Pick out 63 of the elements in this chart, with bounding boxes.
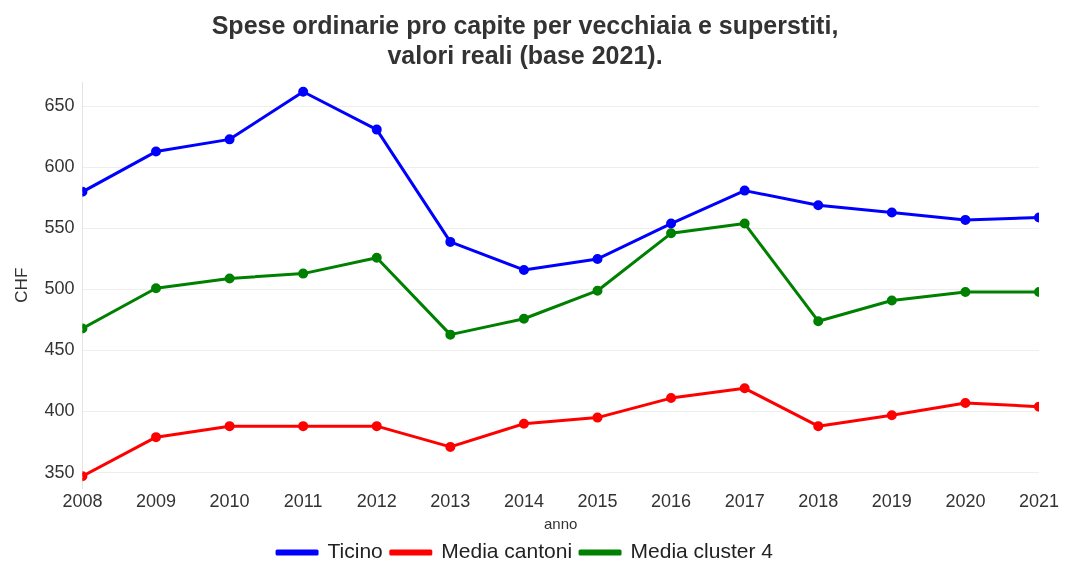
- y-tick-label: 400: [44, 400, 75, 421]
- x-tick-label: 2018: [798, 491, 839, 512]
- point: [371, 252, 382, 263]
- y-tick-label: 450: [44, 339, 75, 360]
- point: [298, 86, 309, 97]
- point: [886, 207, 897, 218]
- point: [151, 146, 162, 157]
- y-tick-label: 600: [44, 156, 75, 177]
- point: [445, 441, 456, 452]
- x-tick-label: 2015: [577, 491, 618, 512]
- point: [592, 285, 603, 296]
- point: [445, 236, 456, 247]
- legend-label: Media cantoni: [441, 539, 573, 563]
- x-tick-label: 2010: [209, 491, 250, 512]
- legend-label: Ticino: [327, 539, 383, 563]
- point: [151, 283, 162, 294]
- y-tick-label: 650: [44, 95, 75, 116]
- point: [151, 432, 162, 443]
- x-tick-label: 2011: [283, 491, 323, 512]
- point: [518, 418, 529, 429]
- point: [813, 200, 824, 211]
- point: [371, 124, 382, 135]
- x-tick-label: 2013: [430, 491, 471, 512]
- point: [224, 273, 235, 284]
- point: [813, 316, 824, 327]
- x-tick-label: 2021: [1018, 491, 1059, 512]
- point: [224, 134, 235, 145]
- y-tick-label: 550: [44, 217, 75, 238]
- x-axis-title: anno: [544, 515, 578, 533]
- point: [666, 218, 677, 229]
- x-tick-label: 2012: [356, 491, 397, 512]
- point: [592, 412, 603, 423]
- x-tick-label: 2020: [945, 491, 986, 512]
- point: [298, 268, 309, 279]
- point: [739, 185, 750, 196]
- point: [592, 253, 603, 264]
- y-axis-title: CHF: [11, 267, 31, 303]
- point: [886, 410, 897, 421]
- point: [960, 397, 971, 408]
- x-tick-label: 2009: [135, 491, 177, 512]
- point: [518, 313, 529, 324]
- x-tick-label: 2014: [503, 491, 544, 512]
- point: [666, 393, 677, 404]
- point: [298, 421, 309, 432]
- y-tick-label: 350: [44, 461, 75, 482]
- legend-label: Media cluster 4: [630, 539, 774, 563]
- point: [813, 421, 824, 432]
- point: [960, 214, 971, 225]
- y-tick-label: 500: [44, 278, 75, 299]
- point: [445, 329, 456, 340]
- point: [886, 295, 897, 306]
- point: [666, 228, 677, 239]
- point: [224, 421, 235, 432]
- x-tick-label: 2017: [724, 491, 765, 512]
- chart-title: Spese ordinarie pro capite per vecchiaia e superstiti, valori reali (base 2021).: [211, 10, 839, 69]
- point: [371, 421, 382, 432]
- point: [518, 264, 529, 275]
- x-tick-label: 2019: [871, 491, 912, 512]
- point: [739, 383, 750, 394]
- x-tick-label: 2016: [651, 491, 692, 512]
- x-tick-label: 2008: [62, 491, 103, 512]
- point: [960, 286, 971, 297]
- point: [739, 218, 750, 229]
